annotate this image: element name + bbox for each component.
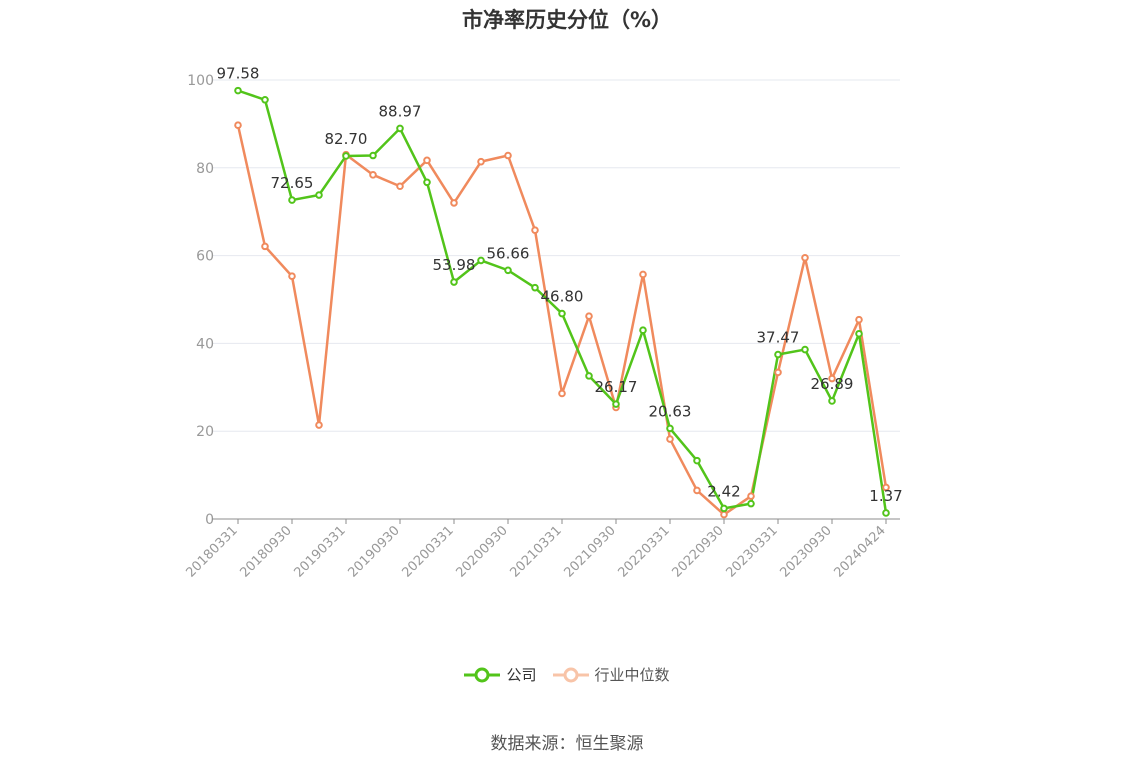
legend-label-industry: 行业中位数 xyxy=(595,664,670,685)
data-point-company xyxy=(613,401,619,407)
x-tick-label: 20210930 xyxy=(561,523,618,580)
x-tick-label: 20190331 xyxy=(291,523,348,580)
data-point-industry xyxy=(370,172,376,178)
data-label: 53.98 xyxy=(433,256,476,274)
data-point-company xyxy=(451,279,457,285)
y-tick-label: 20 xyxy=(196,424,214,440)
data-point-industry xyxy=(721,512,727,518)
data-point-company xyxy=(424,179,430,185)
data-label: 97.58 xyxy=(217,65,260,83)
data-point-company xyxy=(478,258,484,264)
legend-item-company[interactable]: 公司 xyxy=(464,664,536,685)
data-point-company xyxy=(640,327,646,333)
data-source: 数据来源：恒生聚源 xyxy=(0,729,1134,754)
x-tick-label: 20190930 xyxy=(345,523,402,580)
data-point-industry xyxy=(694,488,700,494)
x-tick-label: 20220930 xyxy=(669,523,726,580)
data-point-company xyxy=(586,373,592,379)
data-point-industry xyxy=(451,200,457,206)
data-point-industry xyxy=(667,436,673,442)
data-label: 26.89 xyxy=(811,375,854,393)
data-point-company xyxy=(559,311,565,317)
y-tick-label: 40 xyxy=(196,336,214,352)
data-point-company xyxy=(748,501,754,507)
data-point-company xyxy=(316,192,322,198)
legend-marker-industry xyxy=(553,666,589,684)
data-point-industry xyxy=(235,122,241,128)
legend: 公司 行业中位数 xyxy=(0,664,1134,685)
data-point-company xyxy=(532,285,538,291)
data-point-company xyxy=(370,153,376,159)
data-label: 56.66 xyxy=(487,244,530,262)
x-tick-label: 20200331 xyxy=(399,523,456,580)
data-point-company xyxy=(694,458,700,464)
data-point-company xyxy=(802,347,808,353)
data-label: 1.37 xyxy=(869,487,902,505)
data-point-industry xyxy=(505,153,511,159)
x-tick-label: 20220331 xyxy=(615,523,672,580)
y-tick-label: 60 xyxy=(196,249,214,265)
legend-marker-company xyxy=(464,666,500,684)
data-point-industry xyxy=(478,159,484,165)
data-point-company xyxy=(505,267,511,273)
data-point-company xyxy=(262,97,268,103)
x-tick-label: 20200930 xyxy=(453,523,510,580)
data-point-company xyxy=(883,510,889,516)
y-tick-label: 0 xyxy=(205,512,214,528)
data-label: 46.80 xyxy=(541,288,584,306)
data-point-industry xyxy=(856,317,862,323)
data-label: 82.70 xyxy=(325,130,368,148)
data-point-industry xyxy=(586,313,592,319)
data-point-company xyxy=(235,88,241,94)
data-point-industry xyxy=(802,255,808,261)
data-label: 37.47 xyxy=(757,329,800,347)
data-label: 20.63 xyxy=(649,402,692,420)
data-point-industry xyxy=(532,227,538,233)
data-label: 88.97 xyxy=(379,102,422,120)
data-point-company xyxy=(829,398,835,404)
data-point-industry xyxy=(559,391,565,397)
data-point-company xyxy=(343,153,349,159)
x-tick-label: 20230930 xyxy=(777,523,834,580)
data-point-industry xyxy=(640,272,646,278)
data-point-industry xyxy=(424,158,430,164)
line-chart: 0 20 40 60 80 100 2018033120180930201903312019… xyxy=(0,0,1134,640)
data-point-industry xyxy=(397,183,403,189)
data-point-industry xyxy=(748,493,754,499)
data-point-company xyxy=(667,426,673,432)
data-point-company xyxy=(775,352,781,358)
x-tick-label: 20180331 xyxy=(183,523,240,580)
x-tick-label: 20240424 xyxy=(831,523,888,580)
y-tick-label: 100 xyxy=(187,73,214,89)
data-point-industry xyxy=(316,422,322,428)
data-point-industry xyxy=(262,244,268,250)
data-point-industry xyxy=(289,273,295,279)
data-point-industry xyxy=(775,370,781,376)
data-point-company xyxy=(289,197,295,203)
data-point-company xyxy=(397,126,403,132)
x-tick-label: 20210331 xyxy=(507,523,564,580)
data-label: 26.17 xyxy=(595,378,638,396)
legend-item-industry[interactable]: 行业中位数 xyxy=(553,664,670,685)
data-point-company xyxy=(721,506,727,512)
x-tick-label: 20230331 xyxy=(723,523,780,580)
legend-label-company: 公司 xyxy=(506,664,536,685)
series-line-industry xyxy=(238,125,886,514)
data-point-company xyxy=(856,331,862,337)
x-tick-label: 20180930 xyxy=(237,523,294,580)
data-label: 72.65 xyxy=(271,174,314,192)
y-tick-label: 80 xyxy=(196,161,214,177)
data-label: 2.42 xyxy=(707,482,740,500)
